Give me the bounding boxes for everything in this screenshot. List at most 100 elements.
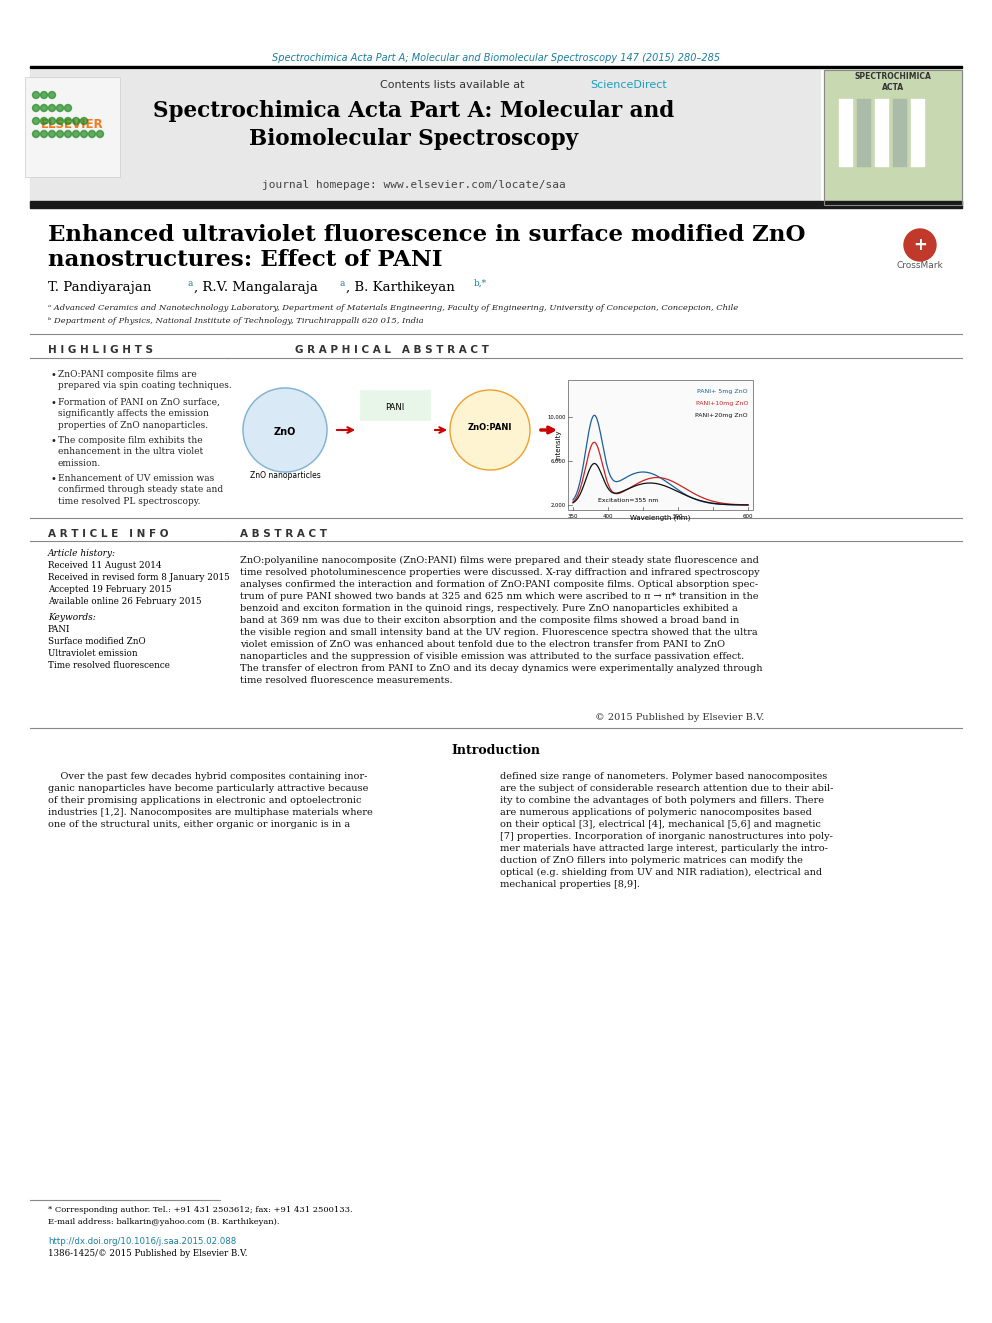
Text: A R T I C L E   I N F O: A R T I C L E I N F O — [48, 529, 169, 538]
Text: ZnO nanoparticles: ZnO nanoparticles — [250, 471, 320, 479]
Text: •: • — [50, 437, 56, 446]
Text: Over the past few decades hybrid composites containing inor-
ganic nanoparticles: Over the past few decades hybrid composi… — [48, 773, 373, 828]
Circle shape — [64, 118, 71, 124]
Text: ᵃ Advanced Ceramics and Nanotechnology Laboratory, Department of Materials Engin: ᵃ Advanced Ceramics and Nanotechnology L… — [48, 304, 738, 312]
Bar — [30, 70, 820, 205]
Circle shape — [49, 118, 56, 124]
Circle shape — [41, 105, 48, 111]
Text: CrossMark: CrossMark — [897, 261, 943, 270]
Circle shape — [57, 118, 63, 124]
Circle shape — [41, 118, 48, 124]
Circle shape — [80, 131, 87, 138]
Text: Article history:: Article history: — [48, 549, 116, 558]
Text: +: + — [913, 235, 927, 254]
Text: a: a — [340, 279, 345, 287]
Circle shape — [72, 131, 79, 138]
Text: Surface modified ZnO: Surface modified ZnO — [48, 638, 146, 647]
Circle shape — [57, 131, 63, 138]
Text: Spectrochimica Acta Part A; Molecular and Biomolecular Spectroscopy 147 (2015) 2: Spectrochimica Acta Part A; Molecular an… — [272, 53, 720, 64]
Text: Wavelength (nm): Wavelength (nm) — [630, 515, 690, 521]
Text: PANI: PANI — [48, 626, 70, 635]
Text: PANI+20mg ZnO: PANI+20mg ZnO — [695, 414, 748, 418]
Circle shape — [88, 131, 95, 138]
Text: 500: 500 — [673, 515, 683, 519]
Text: 600: 600 — [743, 515, 753, 519]
Text: Available online 26 February 2015: Available online 26 February 2015 — [48, 598, 201, 606]
Text: Excitation=355 nm: Excitation=355 nm — [598, 497, 659, 503]
Circle shape — [243, 388, 327, 472]
Text: ScienceDirect: ScienceDirect — [590, 79, 667, 90]
Text: Intensity: Intensity — [555, 430, 561, 460]
Bar — [839, 99, 853, 167]
Text: Enhancement of UV emission was
confirmed through steady state and
time resolved : Enhancement of UV emission was confirmed… — [58, 474, 223, 505]
Text: Contents lists available at: Contents lists available at — [380, 79, 525, 90]
Text: E-mail address: balkarin@yahoo.com (B. Karthikeyan).: E-mail address: balkarin@yahoo.com (B. K… — [48, 1218, 280, 1226]
Bar — [911, 99, 925, 167]
Text: Received in revised form 8 January 2015: Received in revised form 8 January 2015 — [48, 573, 229, 582]
Text: SPECTROCHIMICA
ACTA: SPECTROCHIMICA ACTA — [854, 73, 931, 91]
Circle shape — [96, 131, 103, 138]
Text: 10,000: 10,000 — [548, 414, 566, 419]
Circle shape — [450, 390, 530, 470]
Bar — [360, 390, 430, 419]
Circle shape — [41, 131, 48, 138]
Text: Formation of PANI on ZnO surface,
significantly affects the emission
properties : Formation of PANI on ZnO surface, signif… — [58, 398, 220, 430]
Text: a: a — [188, 279, 193, 287]
Circle shape — [64, 131, 71, 138]
Text: •: • — [50, 370, 56, 380]
Text: nanostructures: Effect of PANI: nanostructures: Effect of PANI — [48, 249, 442, 271]
Bar — [30, 201, 962, 208]
Text: ZnO:PANI: ZnO:PANI — [468, 423, 512, 433]
Text: ᵇ Department of Physics, National Institute of Technology, Tiruchirappalli 620 0: ᵇ Department of Physics, National Instit… — [48, 318, 424, 325]
Circle shape — [33, 131, 40, 138]
Text: The composite film exhibits the
enhancement in the ultra violet
emission.: The composite film exhibits the enhancem… — [58, 437, 203, 468]
Circle shape — [49, 131, 56, 138]
Text: T. Pandiyarajan: T. Pandiyarajan — [48, 282, 152, 295]
Bar — [568, 380, 753, 509]
Circle shape — [80, 118, 87, 124]
Text: 6,000: 6,000 — [551, 459, 566, 463]
Circle shape — [72, 118, 79, 124]
Text: Spectrochimica Acta Part A: Molecular and
Biomolecular Spectroscopy: Spectrochimica Acta Part A: Molecular an… — [154, 101, 675, 149]
Bar — [824, 70, 962, 205]
Text: Accepted 19 February 2015: Accepted 19 February 2015 — [48, 586, 172, 594]
Text: PANI+10mg ZnO: PANI+10mg ZnO — [695, 401, 748, 406]
Text: Time resolved fluorescence: Time resolved fluorescence — [48, 662, 170, 671]
Text: PANI+ 5mg ZnO: PANI+ 5mg ZnO — [697, 389, 748, 394]
Bar — [824, 70, 962, 205]
Circle shape — [33, 105, 40, 111]
Circle shape — [49, 105, 56, 111]
Bar — [857, 99, 871, 167]
Circle shape — [41, 91, 48, 98]
Text: journal homepage: www.elsevier.com/locate/saa: journal homepage: www.elsevier.com/locat… — [262, 180, 565, 191]
Text: Keywords:: Keywords: — [48, 614, 96, 623]
Text: 2,000: 2,000 — [551, 503, 566, 508]
Bar — [25, 77, 120, 177]
Text: b,*: b,* — [474, 279, 487, 287]
Text: defined size range of nanometers. Polymer based nanocomposites
are the subject o: defined size range of nanometers. Polyme… — [500, 773, 833, 889]
Text: •: • — [50, 398, 56, 407]
Circle shape — [33, 91, 40, 98]
Text: ELSEVIER: ELSEVIER — [41, 119, 103, 131]
Text: Received 11 August 2014: Received 11 August 2014 — [48, 561, 162, 570]
Circle shape — [904, 229, 936, 261]
Text: PANI: PANI — [385, 404, 405, 413]
Text: Ultraviolet emission: Ultraviolet emission — [48, 650, 138, 659]
Circle shape — [57, 105, 63, 111]
Text: 1386-1425/© 2015 Published by Elsevier B.V.: 1386-1425/© 2015 Published by Elsevier B… — [48, 1249, 247, 1258]
Text: H I G H L I G H T S: H I G H L I G H T S — [48, 345, 153, 355]
Text: © 2015 Published by Elsevier B.V.: © 2015 Published by Elsevier B.V. — [595, 713, 765, 722]
Bar — [875, 99, 889, 167]
Text: , B. Karthikeyan: , B. Karthikeyan — [346, 282, 454, 295]
Text: http://dx.doi.org/10.1016/j.saa.2015.02.088: http://dx.doi.org/10.1016/j.saa.2015.02.… — [48, 1237, 236, 1246]
Text: G R A P H I C A L   A B S T R A C T: G R A P H I C A L A B S T R A C T — [295, 345, 489, 355]
Circle shape — [33, 118, 40, 124]
Text: * Corresponding author. Tel.: +91 431 2503612; fax: +91 431 2500133.: * Corresponding author. Tel.: +91 431 25… — [48, 1207, 352, 1215]
Bar — [893, 99, 907, 167]
Text: 350: 350 — [567, 515, 578, 519]
Circle shape — [49, 91, 56, 98]
Text: Introduction: Introduction — [451, 744, 541, 757]
Text: , R.V. Mangalaraja: , R.V. Mangalaraja — [194, 282, 317, 295]
Text: ZnO:PANI composite films are
prepared via spin coating techniques.: ZnO:PANI composite films are prepared vi… — [58, 370, 232, 390]
Circle shape — [64, 105, 71, 111]
